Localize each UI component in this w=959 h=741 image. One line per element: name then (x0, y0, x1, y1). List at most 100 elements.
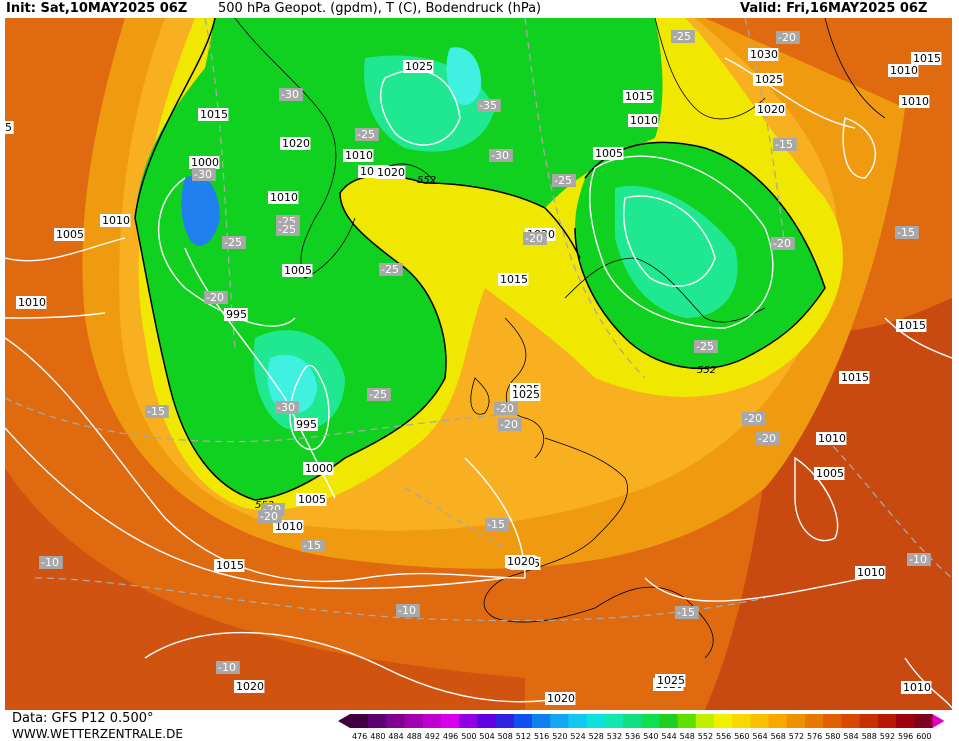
scale-swatch (877, 714, 897, 728)
svg-text:1030: 1030 (750, 48, 778, 61)
scale-tick-label: 504 (479, 732, 494, 741)
isobar-label: 1015 (198, 108, 229, 121)
contour-552 (134, 18, 581, 501)
svg-text:1000: 1000 (191, 156, 219, 169)
isobar-label: 1025 (753, 73, 784, 86)
contour-label-552: 552 (417, 175, 436, 186)
isobar-label: 1025 (655, 674, 686, 687)
svg-text:-15: -15 (147, 405, 165, 418)
scale-swatch (714, 714, 733, 728)
map-footer: Data: GFS P12 0.500° WWW.WETTERZENTRALE.… (0, 710, 959, 741)
isotherm-label: -10 (396, 604, 420, 617)
isotherm-label: -10 (907, 553, 931, 566)
coastlines (234, 18, 886, 659)
svg-text:1020: 1020 (507, 555, 535, 568)
scale-swatch (695, 714, 715, 728)
cyan-core-greenland (446, 47, 482, 106)
scale-swatch (568, 714, 588, 728)
svg-text:1000: 1000 (305, 462, 333, 475)
scale-swatch (477, 714, 497, 728)
scale-tick-label: 516 (534, 732, 549, 741)
isotherm-label: -25 (552, 174, 576, 187)
scale-swatch (786, 714, 806, 728)
svg-text:1010: 1010 (275, 520, 303, 533)
isotherm-label: -10 (216, 661, 240, 674)
svg-text:-15: -15 (303, 539, 321, 552)
isotherm-label: -20 (742, 412, 766, 425)
svg-text:-10: -10 (398, 604, 416, 617)
svg-text:1015: 1015 (200, 108, 228, 121)
svg-text:1015: 1015 (500, 273, 528, 286)
scale-tick-label: 540 (643, 732, 658, 741)
scale-swatch (841, 714, 861, 728)
isobar-label: 1025 (403, 60, 434, 73)
isobar-label: 1015 (911, 52, 942, 65)
isobar-label: 1010 (816, 432, 847, 445)
svg-text:1015: 1015 (625, 90, 653, 103)
scale-tick-label: 564 (752, 732, 767, 741)
isobar-label: 1020 (545, 692, 576, 705)
color-scale: 476 480 484 488 492 496 500 504 508 512 516 520 524 5… (338, 714, 945, 741)
svg-text:1005: 1005 (595, 147, 623, 160)
isotherm-label: -25 (276, 223, 300, 236)
contour-label-552: 552 (697, 365, 716, 376)
svg-text:1015: 1015 (913, 52, 941, 65)
isobar-label: 1000 (303, 462, 334, 475)
svg-text:-10: -10 (218, 661, 236, 674)
map-header: Init: Sat,10MAY2025 06Z 500 hPa Geopot. … (0, 0, 959, 18)
svg-text:1005: 1005 (816, 467, 844, 480)
svg-text:1005: 1005 (298, 493, 326, 506)
scale-swatch (532, 714, 551, 728)
svg-text:-25: -25 (554, 174, 572, 187)
isotherm-label: -20 (771, 237, 795, 250)
scale-tick-label: 476 (352, 732, 367, 741)
isobar-label: 1015 (498, 273, 529, 286)
svg-text:1010: 1010 (18, 296, 46, 309)
isotherms (5, 18, 952, 622)
scale-tick-label: 496 (443, 732, 458, 741)
scale-arrow-right (932, 714, 945, 728)
hot-air-southwest (5, 468, 525, 710)
contour-552-east (574, 141, 826, 370)
scale-tick-label: 560 (734, 732, 749, 741)
scale-swatch (586, 714, 606, 728)
svg-text:1015: 1015 (898, 319, 926, 332)
scale-tick-label: 592 (880, 732, 895, 741)
isobar-label: 1015 (896, 319, 927, 332)
svg-text:-35: -35 (479, 99, 497, 112)
isobar-label: 1010 (901, 681, 932, 694)
scale-swatch (823, 714, 842, 728)
isotherm-label: -25 (379, 263, 403, 276)
scale-swatch (659, 714, 679, 728)
svg-text:1005: 1005 (284, 264, 312, 277)
svg-text:-15: -15 (487, 518, 505, 531)
scale-swatch (732, 714, 751, 728)
isotherm-label: -15 (675, 606, 699, 619)
svg-text:1020: 1020 (547, 692, 575, 705)
scale-tick-label: 580 (825, 732, 840, 741)
scale-swatch (441, 714, 460, 728)
scale-tick-label: 508 (498, 732, 513, 741)
isobar-label: 1030 (748, 48, 779, 61)
svg-text:1010: 1010 (818, 432, 846, 445)
blue-core-west (181, 175, 220, 246)
svg-text:1020: 1020 (282, 137, 310, 150)
isobar-label: 1020 (505, 555, 536, 568)
isotherm-label: -30 (489, 149, 513, 162)
scale-tick-label: 484 (388, 732, 403, 741)
scale-arrow-left (338, 714, 350, 728)
isobar-label: 1005 (814, 467, 845, 480)
svg-text:1020: 1020 (757, 103, 785, 116)
svg-text:-30: -30 (277, 401, 295, 414)
isotherm-label: -20 (258, 510, 282, 523)
svg-text:-20: -20 (758, 432, 776, 445)
isobar-label: 1010 (899, 95, 930, 108)
scale-swatch (914, 714, 933, 728)
isotherm-label: -25 (367, 388, 391, 401)
isotherm-label: -20 (776, 31, 800, 44)
scale-swatch (350, 714, 369, 728)
isobar-label: 1005 (282, 264, 313, 277)
scale-tick-label: 480 (370, 732, 385, 741)
scale-swatch (422, 714, 442, 728)
svg-text:1015: 1015 (216, 559, 244, 572)
